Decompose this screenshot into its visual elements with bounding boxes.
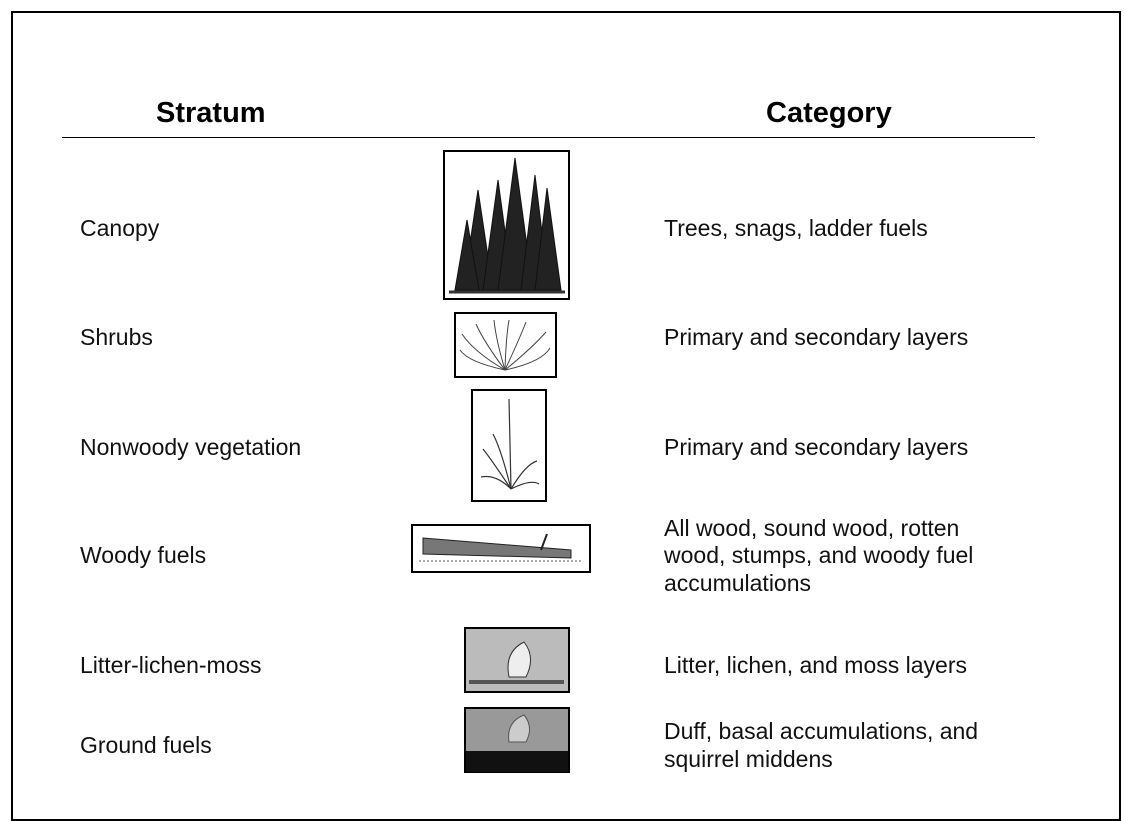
litter-icon [464,627,570,693]
category-text: Primary and secondary layers [664,434,969,460]
slide-frame [11,11,1121,821]
category-text: Trees, snags, ladder fuels [664,215,928,241]
canopy-icon [443,150,570,300]
ground-icon [464,707,570,773]
header-rule [62,137,1035,138]
category-text: Duff, basal accumulations, and [664,718,979,745]
category-text: Litter, lichen, and moss layers [664,652,967,678]
stratum-label: Canopy [80,215,160,241]
stratum-label: Shrubs [80,324,153,350]
category-text: accumulations [664,569,812,596]
stratum-label: Nonwoody vegetation [80,434,302,460]
stratum-label: Woody fuels [80,542,207,568]
category-text: Primary and secondary layers [664,324,969,350]
column-header: Category [766,97,892,129]
stratum-label: Litter-lichen-moss [80,652,262,678]
grass-icon [471,389,547,502]
category-text: All wood, sound wood, rotten [664,514,960,541]
category-text: wood, stumps, and woody fuel [664,542,974,568]
category-text: squirrel middens [664,745,833,772]
log-icon [411,524,591,573]
shrub-icon [454,312,557,378]
column-header: Stratum [156,97,266,129]
stratum-label: Ground fuels [80,732,212,758]
